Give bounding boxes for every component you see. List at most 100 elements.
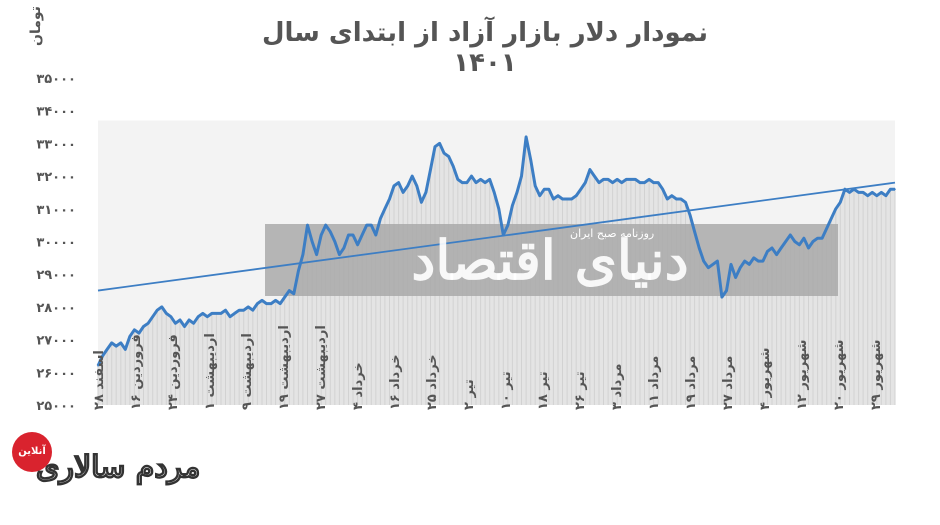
data-point xyxy=(302,253,304,256)
data-point xyxy=(288,289,291,292)
data-point xyxy=(397,181,400,184)
x-tick-label: اردیبهشت ۱ xyxy=(203,333,218,410)
data-point xyxy=(620,181,623,184)
data-point xyxy=(261,299,263,302)
data-point xyxy=(816,237,819,239)
data-point xyxy=(297,270,300,272)
data-point xyxy=(825,227,828,230)
data-point xyxy=(529,159,532,161)
data-point xyxy=(192,322,195,325)
logo-badge: آنلاین xyxy=(12,432,52,472)
data-point xyxy=(129,335,131,338)
data-point xyxy=(821,237,823,239)
x-tick-label: شهریور ۲۹ xyxy=(869,340,884,410)
data-point xyxy=(402,191,404,194)
data-point xyxy=(661,188,664,190)
data-point xyxy=(165,312,168,315)
data-point xyxy=(493,191,496,194)
x-tick-label: فروردین ۲۴ xyxy=(166,334,181,410)
data-point xyxy=(857,191,860,194)
data-point xyxy=(748,263,751,266)
data-point xyxy=(712,263,714,266)
data-point xyxy=(484,181,486,184)
watermark-text: دنیای اقتصاد xyxy=(411,228,689,292)
data-point xyxy=(835,208,837,210)
data-point xyxy=(598,181,600,184)
data-point xyxy=(607,178,609,181)
x-tick-label: اردیبهشت ۹ xyxy=(240,333,255,410)
x-tick-label: خرداد ۲۵ xyxy=(425,354,440,410)
data-point xyxy=(215,312,218,315)
data-point xyxy=(771,247,773,249)
x-tick-label: تیر ۱۸ xyxy=(536,371,551,410)
data-point xyxy=(206,315,209,318)
data-point xyxy=(602,178,605,181)
data-point xyxy=(133,329,136,331)
data-point xyxy=(671,194,673,197)
data-point xyxy=(702,260,705,262)
x-tick-label: خرداد ۴ xyxy=(351,362,366,410)
data-point xyxy=(561,198,564,200)
x-tick-label: تیر ۱۰ xyxy=(499,371,514,410)
data-point xyxy=(580,188,582,190)
data-point xyxy=(866,194,869,197)
data-point xyxy=(356,244,359,246)
x-tick-label: فروردین ۱۶ xyxy=(129,334,144,410)
data-point xyxy=(329,230,332,233)
data-point xyxy=(716,260,719,262)
data-point xyxy=(170,315,172,318)
data-point xyxy=(334,240,336,243)
y-tick-label: ۲۶۰۰۰ xyxy=(36,366,76,381)
data-point xyxy=(211,312,213,315)
data-point xyxy=(233,312,236,315)
data-point xyxy=(361,234,363,236)
data-point xyxy=(766,250,769,253)
data-point xyxy=(416,185,418,187)
x-tick-label: اردیبهشت ۲۷ xyxy=(314,325,329,410)
data-point xyxy=(780,247,782,249)
data-point xyxy=(584,181,587,184)
data-point xyxy=(438,142,441,145)
x-tick-label: مرداد ۲۷ xyxy=(721,356,736,410)
data-point xyxy=(106,348,108,351)
data-point xyxy=(265,302,268,305)
data-point xyxy=(698,247,700,249)
x-tick-label: شهریور ۲۰ xyxy=(832,340,847,410)
data-point xyxy=(229,315,231,318)
data-point xyxy=(593,175,596,177)
data-point xyxy=(689,214,691,217)
data-point xyxy=(443,152,445,154)
data-point xyxy=(379,217,382,220)
data-point xyxy=(734,276,737,279)
data-point xyxy=(252,309,254,312)
data-point xyxy=(242,309,245,312)
data-point xyxy=(862,191,864,194)
x-tick-label: اسفند ۲۸ xyxy=(92,350,107,410)
data-point xyxy=(138,332,140,334)
data-point xyxy=(279,302,282,305)
data-point xyxy=(147,322,149,325)
data-point xyxy=(197,315,199,318)
data-point xyxy=(876,194,878,197)
data-point xyxy=(784,240,787,243)
data-point xyxy=(753,257,755,259)
data-point xyxy=(675,198,678,200)
data-point xyxy=(848,191,851,194)
data-point xyxy=(830,217,832,220)
data-point xyxy=(543,188,546,190)
data-point xyxy=(393,185,395,187)
data-point xyxy=(566,198,568,200)
data-point xyxy=(794,240,796,243)
data-point xyxy=(447,155,450,158)
watermark-subtitle: روزنامه صبح ایران xyxy=(570,227,655,240)
data-point xyxy=(161,306,163,308)
data-point xyxy=(730,263,732,266)
data-point xyxy=(388,198,391,200)
data-point xyxy=(575,194,577,197)
data-point xyxy=(507,224,509,226)
y-tick-label: ۳۳۰۰۰ xyxy=(36,137,76,152)
data-point xyxy=(115,345,117,347)
data-point xyxy=(625,178,628,181)
data-point xyxy=(807,247,810,249)
